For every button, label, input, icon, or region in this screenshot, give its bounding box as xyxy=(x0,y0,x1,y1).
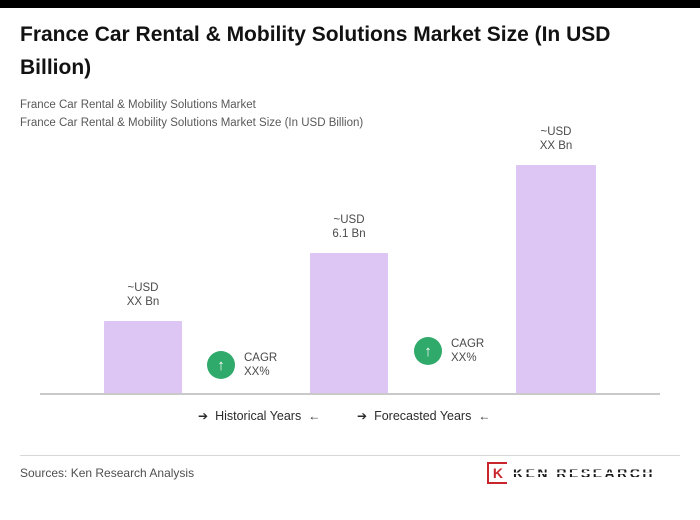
bar-value-label: ~USD 6.1 Bn xyxy=(332,213,365,241)
cagr-label: CAGR xyxy=(244,352,278,364)
cagr-value: XX% xyxy=(244,366,270,378)
cagr-label: CAGR xyxy=(451,338,485,350)
cagr-badge-forecast: ↑ CAGR XX% xyxy=(414,337,484,365)
bar-group-current: ~USD 6.1 Bn xyxy=(310,115,388,393)
ken-research-logo: K KEN RESEARCH xyxy=(486,462,656,484)
footer-divider xyxy=(20,455,680,456)
subtitle-market: France Car Rental & Mobility Solutions M… xyxy=(20,99,256,111)
top-accent-bar xyxy=(0,0,700,8)
page-title: France Car Rental & Mobility Solutions M… xyxy=(20,23,611,79)
right-arrow-icon: ➔ xyxy=(198,409,209,423)
bar-value-label: ~USD XX Bn xyxy=(540,125,573,153)
bar-label-line1: ~USD xyxy=(127,282,159,294)
left-arrow-icon: ← xyxy=(478,409,491,423)
bar-historical xyxy=(104,321,182,393)
sources-text: Sources: Ken Research Analysis xyxy=(20,466,195,480)
up-arrow-icon: ↑ xyxy=(414,337,442,365)
bar-label-line1: ~USD xyxy=(333,214,365,226)
axis-annotation-historical-years: ➔ Historical Years ← xyxy=(198,409,320,423)
cagr-badge-historical: ↑ CAGR XX% xyxy=(207,351,277,379)
bar-current xyxy=(310,253,388,393)
cagr-value: XX% xyxy=(451,352,477,364)
ken-research-k-icon: K xyxy=(486,462,507,484)
left-arrow-icon: ← xyxy=(308,409,321,423)
bar-forecast xyxy=(516,165,596,393)
bar-label-line1: ~USD xyxy=(540,126,572,138)
axis-annotation-label: Historical Years xyxy=(215,409,302,423)
market-size-bar-chart: ~USD XX Bn ~USD 6.1 Bn ~USD XX Bn ↑ CAGR… xyxy=(0,115,700,395)
cagr-text: CAGR XX% xyxy=(451,337,484,365)
bar-label-line2: 6.1 Bn xyxy=(332,228,366,240)
up-arrow-icon: ↑ xyxy=(207,351,235,379)
axis-annotation-label: Forecasted Years xyxy=(374,409,472,423)
subtitle-market-size: France Car Rental & Mobility Solutions M… xyxy=(20,117,364,129)
bar-value-label: ~USD XX Bn xyxy=(127,281,160,309)
cagr-text: CAGR XX% xyxy=(244,351,277,379)
bar-group-forecast: ~USD XX Bn xyxy=(516,115,596,393)
bar-label-line2: XX Bn xyxy=(126,296,160,308)
bar-group-historical: ~USD XX Bn xyxy=(104,115,182,393)
bar-label-line2: XX Bn xyxy=(539,140,573,152)
ken-research-logo-text: KEN RESEARCH xyxy=(512,462,656,484)
axis-annotation-forecasted-years: ➔ Forecasted Years ← xyxy=(357,409,490,423)
x-axis-line xyxy=(40,393,660,395)
right-arrow-icon: ➔ xyxy=(357,409,368,423)
